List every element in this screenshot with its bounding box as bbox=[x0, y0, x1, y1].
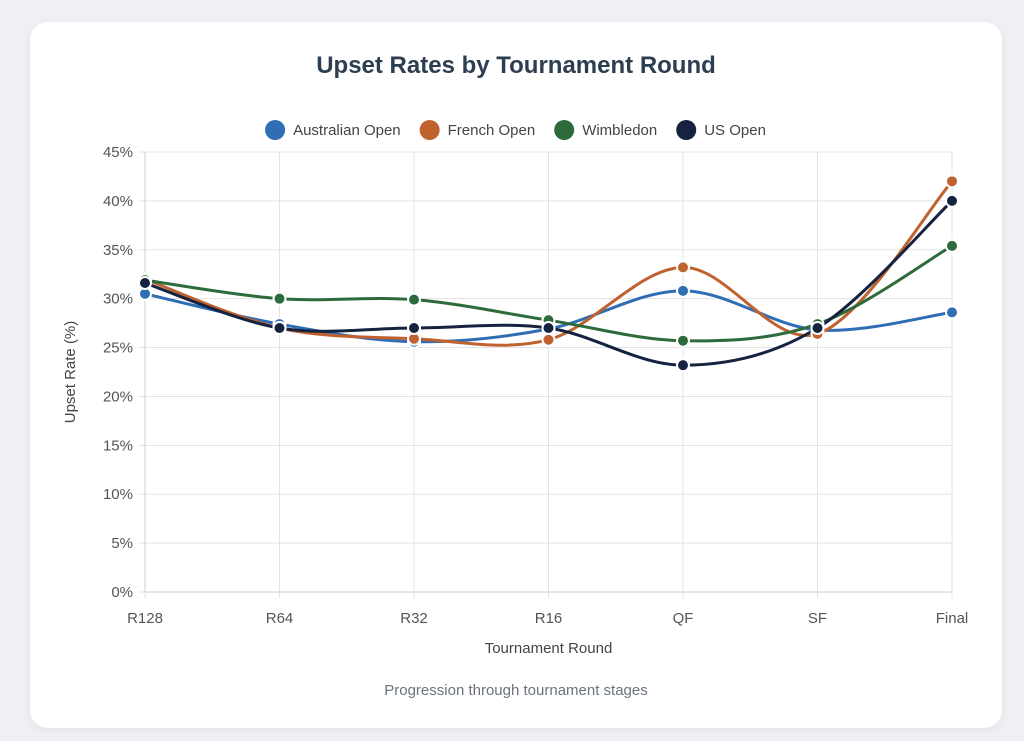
data-point bbox=[272, 321, 287, 335]
line-chart: 0% 5% 10% 15% 20% 25% 30% 35% 40% 45% R128 R64 R32 R1… bbox=[62, 120, 969, 657]
y-tick-label: 10% bbox=[103, 486, 133, 503]
y-tick-label: 15% bbox=[103, 437, 133, 454]
data-point bbox=[407, 321, 421, 335]
data-point bbox=[945, 174, 959, 189]
legend-marker bbox=[676, 120, 697, 140]
y-tick-label: 20% bbox=[103, 388, 133, 405]
legend-marker bbox=[265, 120, 286, 140]
legend-item: US Open bbox=[676, 120, 766, 140]
data-point bbox=[945, 193, 959, 208]
data-point bbox=[138, 276, 152, 291]
y-tick-label: 45% bbox=[103, 144, 133, 161]
y-tick-label: 40% bbox=[103, 193, 133, 210]
data-point bbox=[676, 358, 690, 373]
x-tick-label: R64 bbox=[266, 610, 294, 627]
x-axis-title: Tournament Round bbox=[485, 640, 613, 657]
data-point bbox=[945, 238, 959, 253]
data-point bbox=[407, 292, 421, 307]
data-point bbox=[676, 260, 690, 275]
y-tick-label: 5% bbox=[111, 535, 133, 552]
y-tick-label: 35% bbox=[103, 242, 133, 259]
legend-label: US Open bbox=[704, 122, 766, 139]
y-tick-label: 25% bbox=[103, 340, 133, 357]
chart-subtitle: Progression through tournament stages bbox=[384, 682, 648, 699]
legend-item: French Open bbox=[419, 120, 536, 140]
legend-item: Wimbledon bbox=[554, 120, 657, 140]
legend-item: Australian Open bbox=[265, 120, 401, 140]
data-point bbox=[541, 332, 556, 347]
data-point bbox=[810, 321, 825, 335]
data-point bbox=[676, 333, 690, 348]
x-tick-label: R16 bbox=[535, 610, 563, 627]
legend-marker bbox=[554, 120, 575, 140]
x-tick-label: R32 bbox=[400, 610, 428, 627]
data-point bbox=[272, 291, 287, 306]
x-tick-label: SF bbox=[808, 610, 827, 627]
legend-marker bbox=[419, 120, 440, 140]
x-tick-label: Final bbox=[936, 610, 969, 627]
legend-label: French Open bbox=[448, 122, 536, 139]
x-tick-label: R128 bbox=[127, 610, 163, 627]
data-point bbox=[945, 305, 959, 320]
y-axis-title: Upset Rate (%) bbox=[62, 321, 79, 424]
x-tick-label: QF bbox=[673, 610, 694, 627]
y-tick-label: 0% bbox=[111, 584, 133, 601]
chart-card: Upset Rates by Tournament Round 0% 5% 10% 1… bbox=[30, 22, 1002, 728]
y-tick-label: 30% bbox=[103, 291, 133, 308]
legend-label: Wimbledon bbox=[582, 122, 657, 139]
chart-title: Upset Rates by Tournament Round bbox=[316, 52, 716, 79]
legend-label: Australian Open bbox=[293, 122, 401, 139]
data-point bbox=[541, 321, 556, 335]
data-point bbox=[676, 283, 690, 298]
